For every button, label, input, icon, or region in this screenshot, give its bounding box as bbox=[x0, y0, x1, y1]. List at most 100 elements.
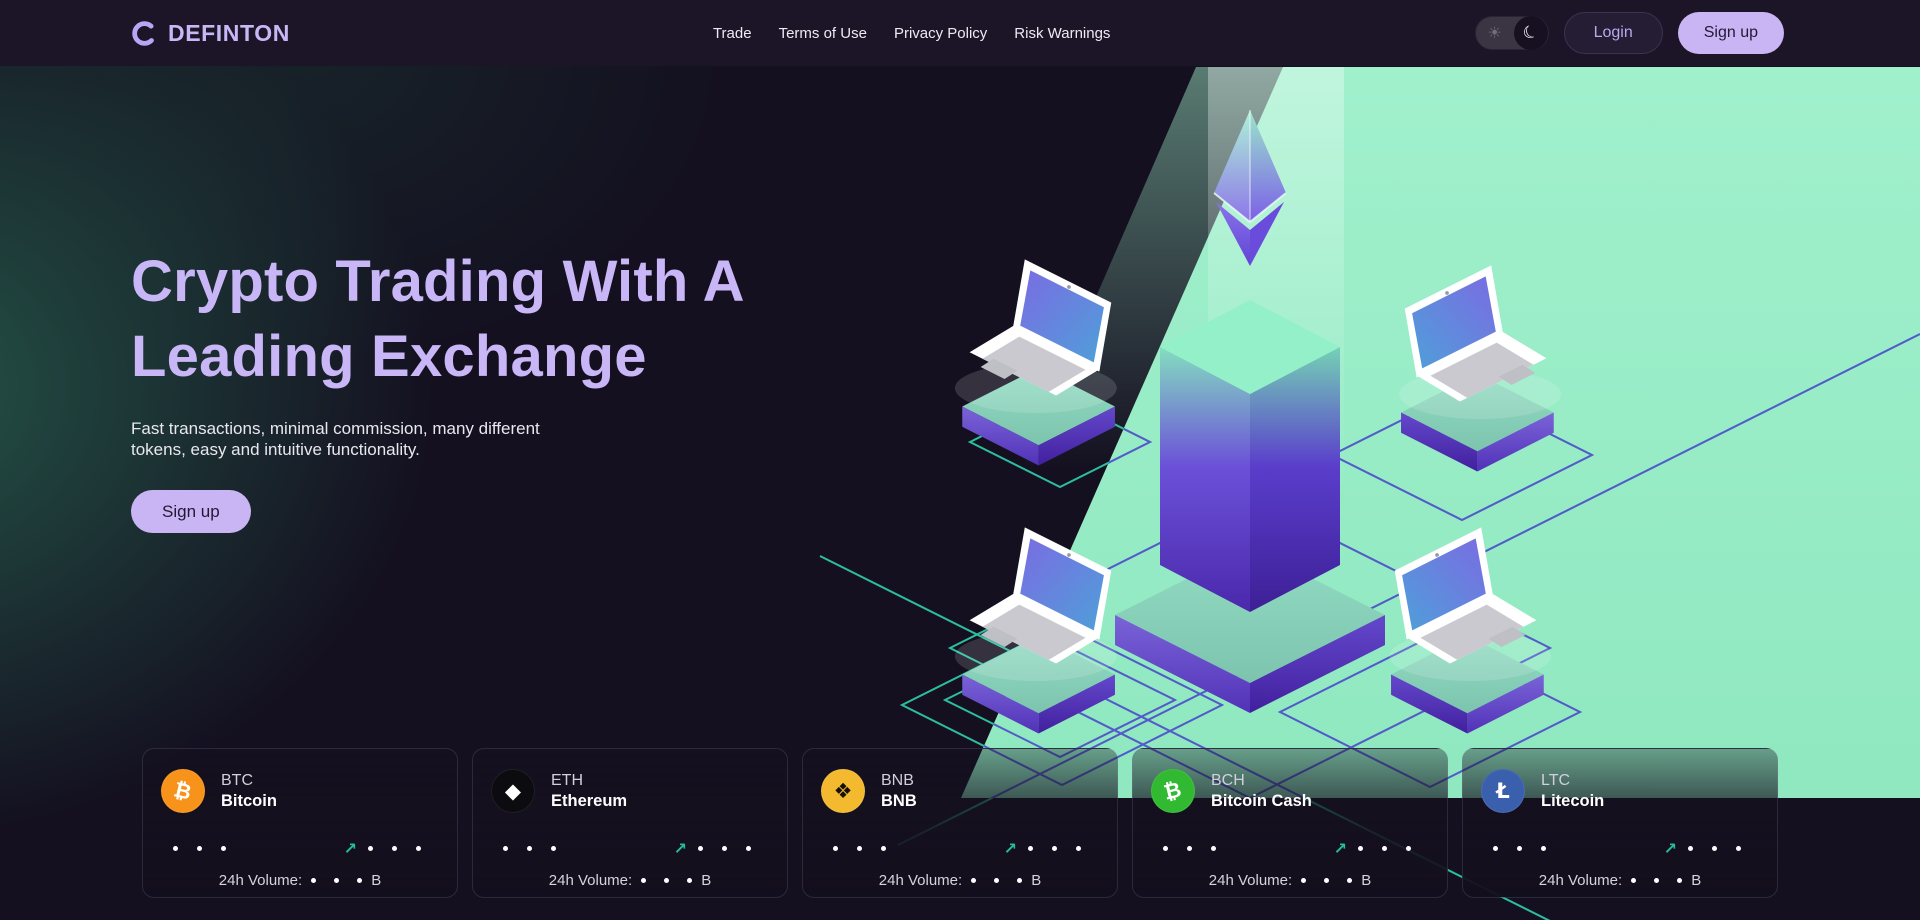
hero-subtitle: Fast transactions, minimal commission, m… bbox=[131, 419, 540, 459]
coin-header: ❖ BNB BNB bbox=[821, 769, 1117, 813]
coin-icon: ◆ bbox=[491, 769, 535, 813]
coin-card[interactable]: Ł LTC Litecoin ↗ 24h Volume: B bbox=[1462, 748, 1778, 898]
coin-volume-row: 24h Volume: B bbox=[473, 872, 787, 889]
volume-unit: B bbox=[701, 872, 712, 889]
coin-card[interactable]: ₿ BTC Bitcoin ↗ 24h Volume: B bbox=[142, 748, 458, 898]
placeholder-dot bbox=[1517, 846, 1522, 851]
placeholder-dot bbox=[1688, 846, 1693, 851]
coin-price-row: ↗ bbox=[1133, 839, 1447, 858]
placeholder-dot bbox=[1017, 878, 1023, 883]
coin-volume-row: 24h Volume: B bbox=[1133, 872, 1447, 889]
coin-icon: ₿ bbox=[1151, 769, 1195, 813]
brand-logo-icon bbox=[132, 20, 157, 46]
trend-up-icon: ↗ bbox=[1333, 839, 1347, 858]
coin-symbol: BNB bbox=[881, 772, 914, 789]
coin-titles: ETH Ethereum bbox=[551, 771, 627, 811]
coin-icon: Ł bbox=[1481, 769, 1525, 813]
brand-name: DEFINTON bbox=[168, 19, 290, 46]
coin-header: ₿ BCH Bitcoin Cash bbox=[1151, 769, 1447, 813]
coin-volume-row: 24h Volume: B bbox=[1463, 872, 1777, 889]
coin-name: Litecoin bbox=[1541, 792, 1605, 810]
placeholder-dot bbox=[173, 846, 178, 851]
volume-placeholder bbox=[311, 878, 363, 883]
coin-price-row: ↗ bbox=[473, 839, 787, 858]
change-placeholder bbox=[1028, 846, 1081, 851]
placeholder-dot bbox=[1187, 846, 1192, 851]
header-controls: ☀ ☾ Login Sign up bbox=[1474, 12, 1784, 54]
nav-link[interactable]: Risk Warnings bbox=[1014, 24, 1111, 42]
coin-card[interactable]: ◆ ETH Ethereum ↗ 24h Volume: B bbox=[472, 748, 788, 898]
price-placeholder bbox=[173, 846, 226, 851]
coin-name: Bitcoin Cash bbox=[1211, 792, 1312, 810]
header: DEFINTON Trade Terms of Use Privacy Policy… bbox=[0, 0, 1920, 66]
placeholder-dot bbox=[334, 878, 340, 883]
volume-label: 24h Volume: bbox=[1208, 872, 1293, 889]
change-placeholder bbox=[1688, 846, 1741, 851]
nav-link[interactable]: Trade bbox=[712, 24, 752, 42]
hero-signup-button[interactable]: Sign up bbox=[131, 490, 251, 533]
placeholder-dot bbox=[551, 846, 556, 851]
placeholder-dot bbox=[1654, 878, 1660, 883]
main-nav: Trade Terms of Use Privacy Policy Risk Warn… bbox=[713, 25, 1111, 42]
volume-unit: B bbox=[1361, 872, 1372, 889]
volume-unit: B bbox=[371, 872, 382, 889]
coin-name: Bitcoin bbox=[221, 792, 277, 810]
placeholder-dot bbox=[994, 878, 1000, 883]
coin-change: ↗ bbox=[344, 839, 421, 858]
coin-price-row: ↗ bbox=[1463, 839, 1777, 858]
nav-link[interactable]: Privacy Policy bbox=[893, 24, 988, 42]
placeholder-dot bbox=[1677, 878, 1683, 883]
monolith bbox=[1115, 300, 1385, 713]
placeholder-dot bbox=[857, 846, 862, 851]
price-placeholder bbox=[833, 846, 886, 851]
placeholder-dot bbox=[1712, 846, 1717, 851]
trend-up-icon: ↗ bbox=[673, 839, 687, 858]
volume-label: 24h Volume: bbox=[1538, 872, 1623, 889]
coin-card[interactable]: ❖ BNB BNB ↗ 24h Volume: B bbox=[802, 748, 1118, 898]
coin-titles: BCH Bitcoin Cash bbox=[1211, 771, 1312, 811]
coin-cards: ₿ BTC Bitcoin ↗ 24h Volume: B bbox=[142, 748, 1778, 898]
volume-placeholder bbox=[1631, 878, 1683, 883]
login-button[interactable]: Login bbox=[1563, 12, 1663, 54]
placeholder-dot bbox=[392, 846, 397, 851]
volume-label: 24h Volume: bbox=[878, 872, 963, 889]
coin-titles: BNB BNB bbox=[881, 771, 917, 811]
crystal bbox=[1213, 110, 1287, 266]
signup-button[interactable]: Sign up bbox=[1677, 12, 1784, 54]
hero-title: Crypto Trading With A Leading Exchange bbox=[131, 249, 745, 389]
placeholder-dot bbox=[664, 878, 670, 883]
volume-unit: B bbox=[1691, 872, 1702, 889]
placeholder-dot bbox=[641, 878, 647, 883]
moon-icon: ☾ bbox=[1513, 16, 1548, 50]
coin-symbol: BCH bbox=[1211, 772, 1245, 789]
coin-glyph: ◆ bbox=[504, 779, 522, 803]
coin-card[interactable]: ₿ BCH Bitcoin Cash ↗ 24h Volume: B bbox=[1132, 748, 1448, 898]
nav-link[interactable]: Terms of Use bbox=[778, 24, 867, 42]
placeholder-dot bbox=[971, 878, 977, 883]
price-placeholder bbox=[1163, 846, 1216, 851]
brand-logo[interactable]: DEFINTON bbox=[131, 20, 290, 47]
trend-up-icon: ↗ bbox=[343, 839, 357, 858]
placeholder-dot bbox=[1493, 846, 1498, 851]
placeholder-dot bbox=[1028, 846, 1033, 851]
price-placeholder bbox=[503, 846, 556, 851]
coin-glyph: ❖ bbox=[833, 779, 853, 803]
placeholder-dot bbox=[746, 846, 751, 851]
sun-icon: ☀ bbox=[1487, 25, 1502, 42]
placeholder-dot bbox=[1358, 846, 1363, 851]
coin-change: ↗ bbox=[674, 839, 751, 858]
placeholder-dot bbox=[1052, 846, 1057, 851]
placeholder-dot bbox=[722, 846, 727, 851]
theme-toggle[interactable]: ☀ ☾ bbox=[1474, 16, 1549, 50]
placeholder-dot bbox=[503, 846, 508, 851]
coin-price-row: ↗ bbox=[803, 839, 1117, 858]
change-placeholder bbox=[698, 846, 751, 851]
change-placeholder bbox=[368, 846, 421, 851]
placeholder-dot bbox=[416, 846, 421, 851]
coin-change: ↗ bbox=[1004, 839, 1081, 858]
coin-icon: ₿ bbox=[161, 769, 205, 813]
volume-placeholder bbox=[971, 878, 1023, 883]
coin-glyph: Ł bbox=[1496, 779, 1510, 803]
placeholder-dot bbox=[1324, 878, 1330, 883]
